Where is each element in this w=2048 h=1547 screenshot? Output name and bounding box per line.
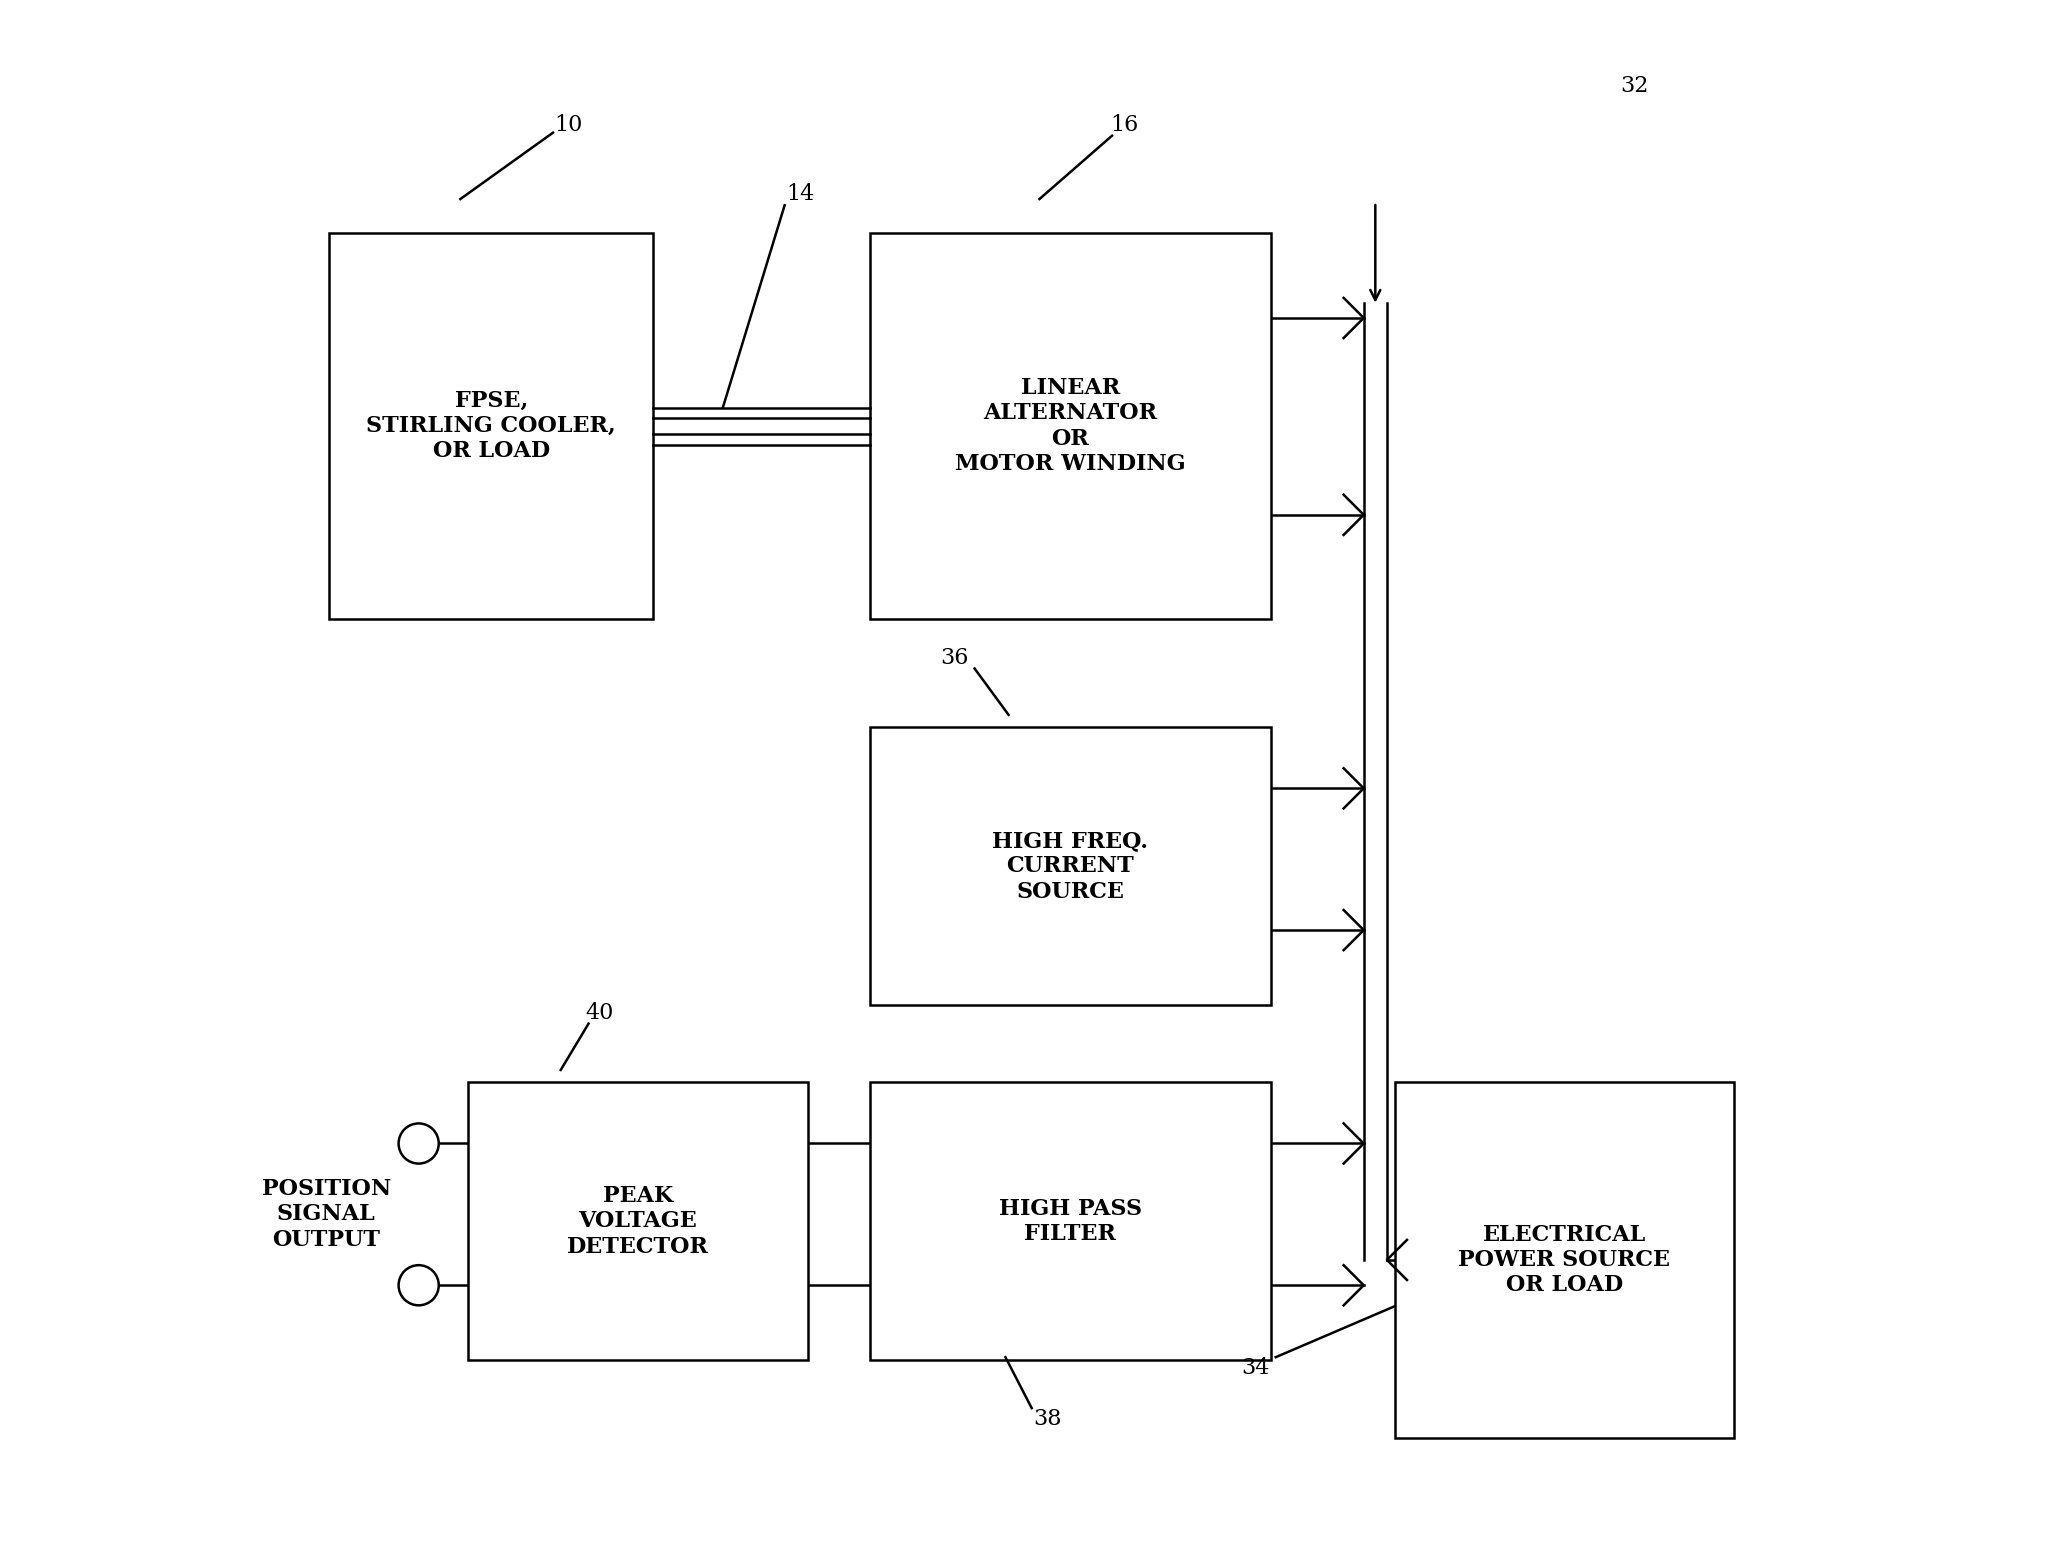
- Text: ELECTRICAL
POWER SOURCE
OR LOAD: ELECTRICAL POWER SOURCE OR LOAD: [1458, 1224, 1671, 1296]
- Text: HIGH FREQ.
CURRENT
SOURCE: HIGH FREQ. CURRENT SOURCE: [993, 829, 1149, 902]
- FancyBboxPatch shape: [870, 727, 1272, 1006]
- Text: HIGH PASS
FILTER: HIGH PASS FILTER: [999, 1197, 1143, 1245]
- Text: POSITION
SIGNAL
OUTPUT: POSITION SIGNAL OUTPUT: [262, 1177, 391, 1252]
- Text: 16: 16: [1110, 114, 1139, 136]
- Text: FPSE,
STIRLING COOLER,
OR LOAD: FPSE, STIRLING COOLER, OR LOAD: [367, 390, 616, 463]
- Text: 10: 10: [555, 114, 582, 136]
- Text: 40: 40: [586, 1002, 614, 1024]
- Text: LINEAR
ALTERNATOR
OR
MOTOR WINDING: LINEAR ALTERNATOR OR MOTOR WINDING: [954, 377, 1186, 475]
- Text: 36: 36: [940, 647, 969, 668]
- FancyBboxPatch shape: [330, 234, 653, 619]
- Text: 14: 14: [786, 184, 815, 206]
- FancyBboxPatch shape: [469, 1083, 807, 1360]
- Text: 34: 34: [1241, 1357, 1270, 1378]
- Circle shape: [399, 1265, 438, 1306]
- Text: PEAK
VOLTAGE
DETECTOR: PEAK VOLTAGE DETECTOR: [567, 1185, 709, 1258]
- FancyBboxPatch shape: [1395, 1083, 1735, 1437]
- Circle shape: [399, 1123, 438, 1163]
- FancyBboxPatch shape: [870, 1083, 1272, 1360]
- Text: 38: 38: [1032, 1408, 1061, 1429]
- Text: 32: 32: [1620, 76, 1649, 97]
- FancyBboxPatch shape: [870, 234, 1272, 619]
